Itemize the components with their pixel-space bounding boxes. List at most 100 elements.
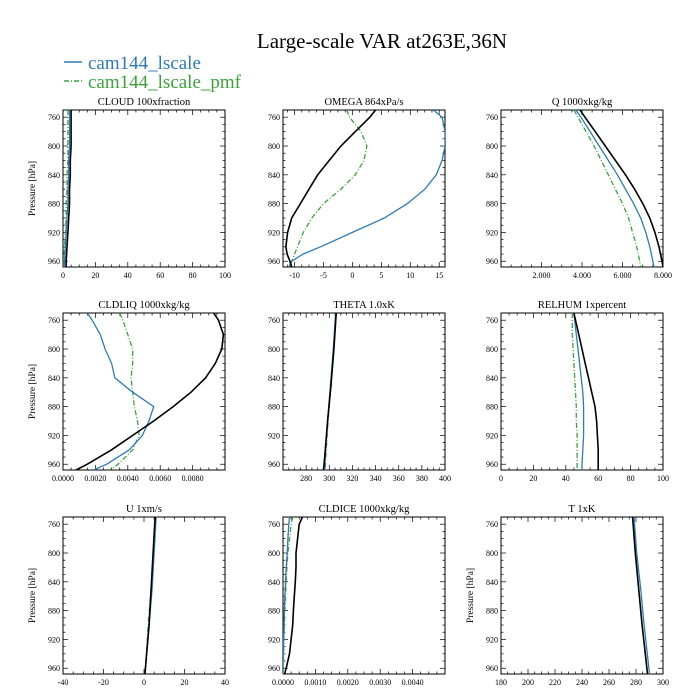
y-tick-label: 840 — [48, 171, 60, 180]
plot-frame — [500, 312, 664, 471]
x-tick-label: -20 — [98, 678, 109, 687]
y-tick-label: 760 — [48, 316, 60, 325]
y-tick-label: 880 — [268, 200, 280, 209]
x-tick-label: 0.0080 — [182, 474, 204, 483]
x-tick-label: -5 — [320, 271, 327, 280]
x-tick-label: 0.0040 — [402, 678, 424, 687]
x-tick-label: 2.000 — [533, 271, 551, 280]
y-tick-label: 880 — [268, 403, 280, 412]
x-tick-label: 60 — [594, 474, 602, 483]
series-line-cam144-lscale — [633, 517, 651, 674]
y-tick-label: 760 — [48, 113, 60, 122]
x-tick-label: 20 — [91, 271, 99, 280]
x-tick-label: 280 — [300, 474, 312, 483]
y-tick-label: 760 — [486, 520, 498, 529]
panel-3: Q 1000xkg/kg 760 800 840 880 920 960 2.000 4.000… — [486, 97, 672, 280]
y-tick-label: 960 — [48, 460, 60, 469]
x-tick-label: 40 — [221, 678, 229, 687]
x-tick-label: 0.0000 — [52, 474, 74, 483]
legend-label-series-2: cam144_lscale_pmf — [88, 72, 242, 93]
panel-title: THETA 1.0xK — [333, 300, 395, 311]
y-tick-label: 880 — [486, 607, 498, 616]
x-tick-label: 0.0000 — [272, 678, 294, 687]
y-tick-label: 920 — [268, 431, 280, 440]
x-tick-label: 0 — [499, 474, 503, 483]
legend-label-series-1: cam144_lscale — [88, 53, 201, 74]
panel-8: CLDICE 1000xkg/kg 760 800 840 880 920 960 0.000… — [268, 504, 446, 687]
y-tick-label: 960 — [48, 257, 60, 266]
x-tick-label: -40 — [58, 678, 69, 687]
panel-title: RELHUM 1xpercent — [538, 300, 626, 311]
y-tick-label: 760 — [268, 113, 280, 122]
y-tick-label: 840 — [268, 171, 280, 180]
x-tick-label: 300 — [323, 474, 335, 483]
x-tick-label: 4.000 — [573, 271, 591, 280]
y-tick-label: 800 — [486, 142, 498, 151]
x-tick-label: 100 — [657, 474, 669, 483]
x-tick-label: -10 — [289, 271, 300, 280]
plot-frame — [282, 312, 446, 471]
y-tick-label: 800 — [268, 549, 280, 558]
panel-title: U 1xm/s — [126, 504, 162, 515]
x-tick-label: 0.0060 — [149, 474, 171, 483]
y-axis-label: Pressure [hPa] — [28, 161, 38, 216]
y-tick-label: 760 — [486, 113, 498, 122]
figure-title: Large-scale VAR at263E,36N — [257, 29, 507, 53]
x-tick-label: 240 — [576, 678, 588, 687]
series-line-cam144-lscale-pmf — [109, 313, 140, 470]
x-tick-label: 0.0010 — [304, 678, 326, 687]
y-tick-label: 920 — [268, 635, 280, 644]
y-tick-label: 960 — [48, 664, 60, 673]
series-line-cam144-lscale — [283, 517, 291, 674]
plot-frame — [500, 109, 664, 268]
series-line-reference — [579, 110, 663, 267]
series-line-reference — [573, 313, 600, 470]
series-line-cam144-lscale-pmf — [571, 313, 578, 470]
x-tick-label: 400 — [439, 474, 451, 483]
y-tick-label: 840 — [48, 578, 60, 587]
x-tick-label: 40 — [562, 474, 570, 483]
x-tick-label: 6.000 — [614, 271, 632, 280]
x-tick-label: 20 — [181, 678, 189, 687]
y-tick-label: 760 — [48, 520, 60, 529]
y-tick-label: 960 — [486, 664, 498, 673]
series-line-reference — [144, 517, 156, 674]
y-tick-label: 800 — [268, 142, 280, 151]
y-tick-label: 840 — [486, 578, 498, 587]
x-tick-label: 220 — [549, 678, 561, 687]
x-tick-label: 40 — [124, 271, 132, 280]
x-tick-label: 20 — [529, 474, 537, 483]
series-line-cam144-lscale — [63, 110, 71, 267]
y-tick-label: 760 — [486, 316, 498, 325]
y-tick-label: 880 — [486, 200, 498, 209]
y-tick-label: 920 — [486, 228, 498, 237]
x-tick-label: 80 — [627, 474, 635, 483]
series-line-cam144-lscale-pmf — [573, 110, 642, 267]
panel-7: U 1xm/s Pressure [hPa] 760 800 840 880 920 960 -… — [28, 504, 229, 687]
panel-4: CLDLIQ 1000xkg/kg Pressure [hPa] 760 800 840… — [28, 300, 226, 483]
series-line-reference — [283, 517, 304, 674]
y-axis-label: Pressure [hPa] — [466, 568, 476, 623]
y-tick-label: 920 — [48, 228, 60, 237]
panel-title: T 1xK — [569, 504, 596, 515]
panel-title: CLOUD 100xfraction — [98, 97, 191, 108]
y-tick-label: 960 — [486, 257, 498, 266]
y-tick-label: 880 — [48, 607, 60, 616]
x-tick-label: 0 — [350, 271, 354, 280]
x-tick-label: 0.0020 — [84, 474, 106, 483]
y-tick-label: 960 — [268, 460, 280, 469]
plot-frame — [282, 109, 446, 268]
panel-9: T 1xK Pressure [hPa] 760 800 840 880 920 960 180… — [466, 504, 669, 687]
series-line-reference — [322, 313, 337, 470]
y-tick-label: 880 — [486, 403, 498, 412]
plot-frame — [282, 516, 446, 675]
y-tick-label: 880 — [48, 200, 60, 209]
x-tick-label: 0 — [61, 271, 65, 280]
series-line-reference — [75, 313, 225, 470]
x-tick-label: 60 — [156, 271, 164, 280]
y-tick-label: 840 — [48, 374, 60, 383]
y-axis-label: Pressure [hPa] — [28, 568, 38, 623]
y-tick-label: 840 — [268, 578, 280, 587]
